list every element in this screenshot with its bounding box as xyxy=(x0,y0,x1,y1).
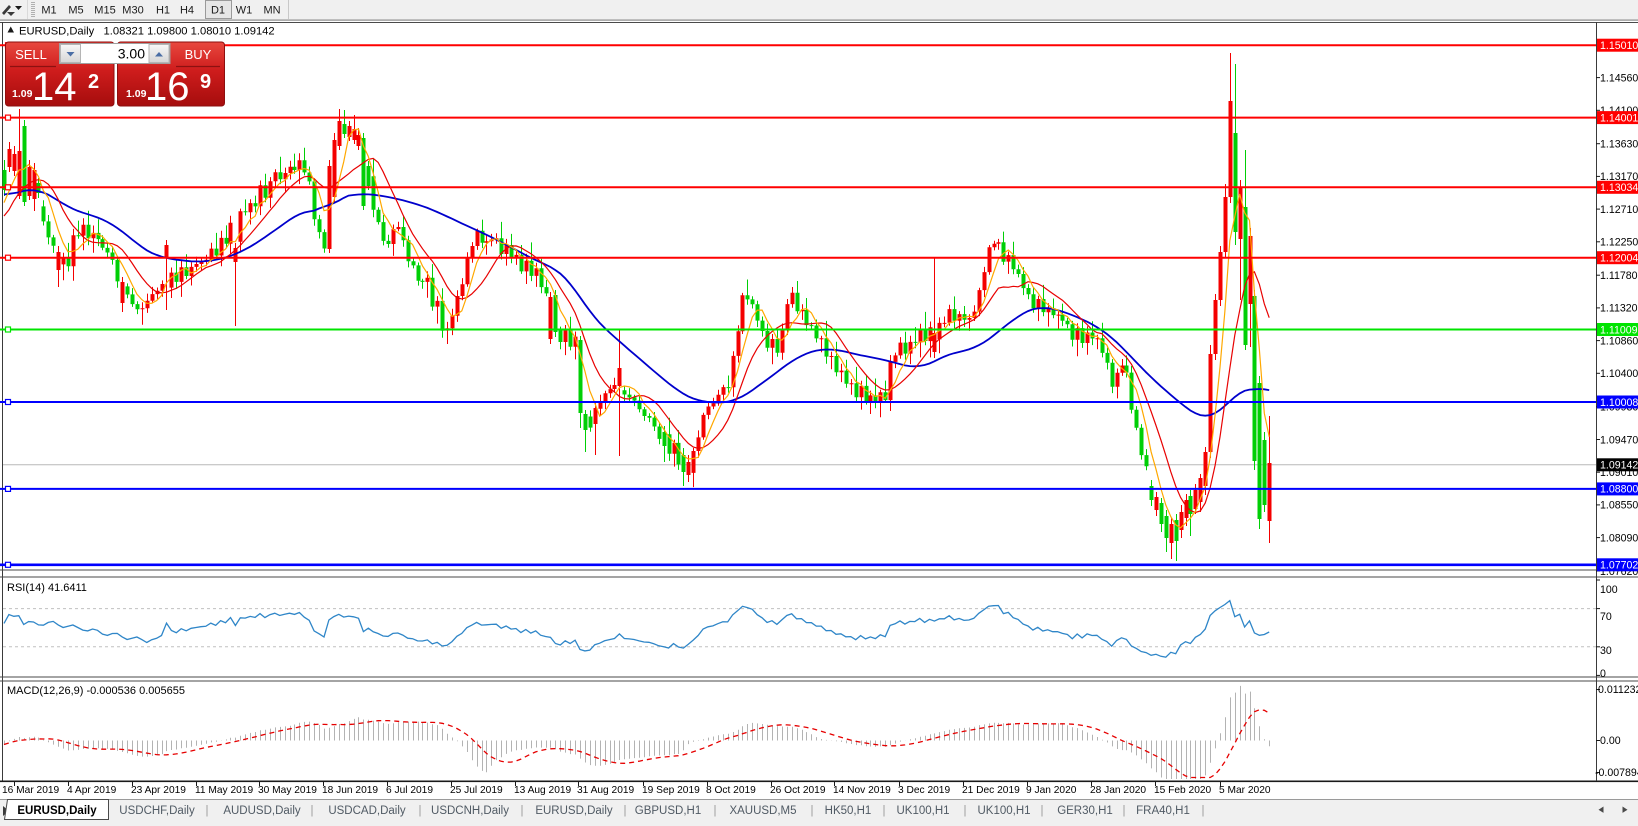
svg-text:|: | xyxy=(206,805,209,817)
svg-text:1.12710: 1.12710 xyxy=(1600,204,1638,216)
svg-text:|: | xyxy=(1123,805,1126,817)
svg-text:EURUSD,Daily: EURUSD,Daily xyxy=(535,805,613,817)
svg-text:D1: D1 xyxy=(211,5,225,17)
svg-text:|: | xyxy=(1041,805,1044,817)
svg-text:BUY: BUY xyxy=(185,47,212,62)
svg-text:1.08800: 1.08800 xyxy=(1600,484,1638,496)
svg-text:1.14001: 1.14001 xyxy=(1600,112,1638,124)
svg-text:1.09470: 1.09470 xyxy=(1600,434,1638,446)
svg-text:4 Apr 2019: 4 Apr 2019 xyxy=(67,785,117,796)
svg-text:14: 14 xyxy=(32,65,77,109)
svg-text:MN: MN xyxy=(263,5,280,17)
svg-text:30: 30 xyxy=(1600,645,1612,657)
svg-text:SELL: SELL xyxy=(15,47,47,62)
svg-text:14 Nov 2019: 14 Nov 2019 xyxy=(833,785,891,796)
svg-text:2: 2 xyxy=(88,71,99,93)
svg-text:|: | xyxy=(811,805,814,817)
svg-text:MACD(12,26,9) -0.000536 0.0056: MACD(12,26,9) -0.000536 0.005655 xyxy=(7,685,185,697)
svg-text:8 Oct 2019: 8 Oct 2019 xyxy=(706,785,756,796)
svg-text:16: 16 xyxy=(145,65,190,109)
svg-text:GER30,H1: GER30,H1 xyxy=(1057,805,1113,817)
svg-text:1.11780: 1.11780 xyxy=(1600,270,1638,282)
svg-text:11 May 2019: 11 May 2019 xyxy=(195,785,253,796)
svg-text:EURUSD,Daily: EURUSD,Daily xyxy=(17,805,97,817)
svg-text:W1: W1 xyxy=(236,5,253,17)
svg-text:HK50,H1: HK50,H1 xyxy=(825,805,872,817)
svg-text:0.00: 0.00 xyxy=(1600,735,1621,747)
svg-text:15 Feb 2020: 15 Feb 2020 xyxy=(1154,785,1212,796)
svg-text:19 Sep 2019: 19 Sep 2019 xyxy=(642,785,700,796)
svg-text:|: | xyxy=(714,805,717,817)
svg-text:21 Dec 2019: 21 Dec 2019 xyxy=(962,785,1020,796)
svg-text:26 Oct 2019: 26 Oct 2019 xyxy=(770,785,826,796)
svg-text:31 Aug 2019: 31 Aug 2019 xyxy=(577,785,635,796)
svg-text:|: | xyxy=(624,805,627,817)
svg-text:5 Mar 2020: 5 Mar 2020 xyxy=(1219,785,1271,796)
svg-text:100: 100 xyxy=(1600,584,1618,596)
svg-text:EURUSD,Daily 1.08321 1.09800: EURUSD,Daily 1.08321 1.09800 1.08010 1.0… xyxy=(19,26,275,38)
svg-text:GBPUSD,H1: GBPUSD,H1 xyxy=(635,805,701,817)
svg-text:0: 0 xyxy=(1600,668,1606,680)
svg-text:25 Jul 2019: 25 Jul 2019 xyxy=(450,785,503,796)
svg-text:RSI(14) 41.6411: RSI(14) 41.6411 xyxy=(7,582,87,594)
svg-text:M30: M30 xyxy=(122,5,143,17)
svg-text:XAUUSD,M5: XAUUSD,M5 xyxy=(729,805,796,817)
svg-text:1.10860: 1.10860 xyxy=(1600,335,1638,347)
svg-text:1.09142: 1.09142 xyxy=(1600,460,1638,472)
svg-text:FRA40,H1: FRA40,H1 xyxy=(1136,805,1190,817)
svg-text:H1: H1 xyxy=(156,5,170,17)
svg-text:0.011232: 0.011232 xyxy=(1598,684,1638,696)
svg-text:23 Apr 2019: 23 Apr 2019 xyxy=(131,785,186,796)
svg-text:1.14560: 1.14560 xyxy=(1600,72,1638,84)
svg-text:1.10400: 1.10400 xyxy=(1600,368,1638,380)
svg-text:9 Jan 2020: 9 Jan 2020 xyxy=(1026,785,1077,796)
svg-text:UK100,H1: UK100,H1 xyxy=(896,805,949,817)
svg-text:|: | xyxy=(1202,805,1205,817)
svg-text:1.09: 1.09 xyxy=(126,88,147,100)
svg-text:UK100,H1: UK100,H1 xyxy=(977,805,1030,817)
svg-text:1.07702: 1.07702 xyxy=(1600,560,1638,572)
svg-text:13 Aug 2019: 13 Aug 2019 xyxy=(514,785,572,796)
svg-text:M15: M15 xyxy=(94,5,115,17)
svg-text:|: | xyxy=(964,805,967,817)
svg-text:30 May 2019: 30 May 2019 xyxy=(258,785,317,796)
svg-text:28 Jan 2020: 28 Jan 2020 xyxy=(1090,785,1146,796)
svg-text:1.11320: 1.11320 xyxy=(1600,303,1638,315)
svg-text:M1: M1 xyxy=(41,5,56,17)
svg-text:3.00: 3.00 xyxy=(118,46,145,62)
svg-text:1.08550: 1.08550 xyxy=(1600,500,1638,512)
svg-text:USDCAD,Daily: USDCAD,Daily xyxy=(328,805,406,817)
svg-text:1.08090: 1.08090 xyxy=(1600,532,1638,544)
svg-text:1.12004: 1.12004 xyxy=(1600,253,1638,265)
svg-text:70: 70 xyxy=(1600,611,1612,623)
svg-text:USDCHF,Daily: USDCHF,Daily xyxy=(119,805,195,817)
svg-text:|: | xyxy=(883,805,886,817)
svg-text:1.12250: 1.12250 xyxy=(1600,237,1638,249)
svg-text:3 Dec 2019: 3 Dec 2019 xyxy=(898,785,950,796)
svg-text:AUDUSD,Daily: AUDUSD,Daily xyxy=(223,805,301,817)
svg-text:18 Jun 2019: 18 Jun 2019 xyxy=(322,785,378,796)
svg-text:H4: H4 xyxy=(180,5,194,17)
svg-text:6 Jul 2019: 6 Jul 2019 xyxy=(386,785,433,796)
svg-text:USDCNH,Daily: USDCNH,Daily xyxy=(431,805,509,817)
svg-text:1.10008: 1.10008 xyxy=(1600,397,1638,409)
svg-text:16 Mar 2019: 16 Mar 2019 xyxy=(2,785,60,796)
svg-text:1.09: 1.09 xyxy=(12,88,33,100)
svg-text:9: 9 xyxy=(200,71,211,93)
svg-text:1.11009: 1.11009 xyxy=(1600,324,1638,336)
svg-text:1.15010: 1.15010 xyxy=(1600,40,1638,52)
svg-text:1.13170: 1.13170 xyxy=(1600,171,1638,183)
svg-text:|: | xyxy=(419,805,422,817)
svg-text:1.13630: 1.13630 xyxy=(1600,139,1638,151)
svg-text:1.13034: 1.13034 xyxy=(1600,182,1638,194)
svg-text:|: | xyxy=(521,805,524,817)
svg-text:-0.007894: -0.007894 xyxy=(1595,767,1638,779)
svg-text:|: | xyxy=(311,805,314,817)
svg-text:M5: M5 xyxy=(68,5,83,17)
